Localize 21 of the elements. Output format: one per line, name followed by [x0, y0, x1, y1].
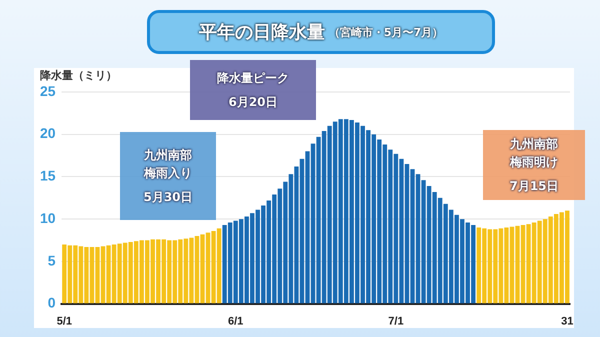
annotation: 九州南部梅雨明け — [508, 136, 559, 171]
x-tick-label: 7/1 — [388, 315, 404, 328]
y-tick-label: 0 — [48, 294, 56, 311]
x-tick-label: 5/1 — [56, 315, 72, 328]
y-axis-title: 降水量（ミリ） — [40, 68, 117, 83]
y-tick-label: 15 — [40, 168, 56, 184]
y-tick-label: 5 — [48, 252, 56, 268]
x-tick-label: 31 — [561, 315, 574, 328]
callout-box: 降水量ピーク 6月20日 — [190, 60, 316, 120]
annotation: 九州南部梅雨入り — [142, 147, 193, 182]
y-tick-label: 20 — [40, 125, 56, 142]
callout-box: 九州南部梅雨入り 5月30日 — [120, 132, 216, 220]
chart-subtitle: （宮崎市・5月〜7月） — [328, 24, 444, 40]
y-tick-label: 25 — [40, 82, 56, 99]
annotation: 7月15日 — [509, 178, 559, 195]
x-tick-label: 6/1 — [228, 315, 244, 328]
annotation: 6月20日 — [228, 94, 278, 111]
chart-title: 平年の日降水量 — [198, 21, 325, 44]
annotation: 5月30日 — [143, 189, 193, 206]
y-tick-label: 10 — [40, 210, 56, 226]
callout-box: 九州南部梅雨明け 7月15日 — [483, 130, 585, 200]
